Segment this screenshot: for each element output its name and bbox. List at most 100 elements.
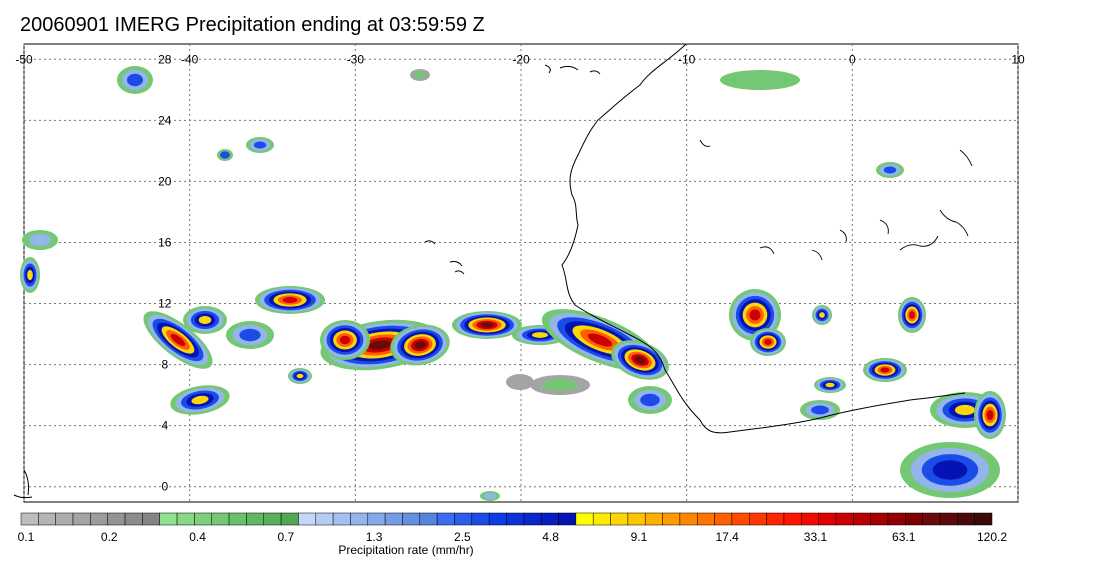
colorbar-swatch <box>853 512 871 526</box>
precip-cell <box>720 70 800 90</box>
precip-level <box>198 316 212 324</box>
colorbar-swatch <box>315 512 334 526</box>
precipitation-cells <box>20 66 1006 501</box>
coastline <box>13 43 973 499</box>
colorbar-swatch <box>228 512 247 526</box>
lat-tick-label: 8 <box>161 358 168 372</box>
precip-cell <box>898 297 926 333</box>
precip-cell <box>506 374 534 390</box>
colorbar-swatch <box>436 512 455 526</box>
colorbar-tick-label: 33.1 <box>804 530 828 544</box>
precip-cell <box>863 358 907 382</box>
lat-tick-label: 20 <box>158 174 172 188</box>
colorbar-swatch <box>801 512 819 526</box>
colorbar-swatch <box>679 512 698 526</box>
colorbar-swatch <box>627 512 646 526</box>
precip-cell <box>750 328 786 356</box>
colorbar-swatch <box>905 512 923 526</box>
colorbar-swatch <box>350 512 369 526</box>
colorbar-swatch <box>696 512 715 526</box>
colorbar-swatch <box>384 512 403 526</box>
precip-cell <box>974 391 1006 439</box>
colorbar-swatch <box>419 512 438 526</box>
colorbar-swatch <box>194 512 212 526</box>
colorbar-swatch <box>835 512 854 526</box>
colorbar-swatch <box>714 512 733 526</box>
colorbar-tick-label: 0.7 <box>277 530 294 544</box>
colorbar-swatch <box>974 512 993 526</box>
colorbar-swatch <box>72 512 91 526</box>
precip-level <box>532 332 548 338</box>
colorbar-swatch <box>55 512 74 526</box>
inland-lakes <box>424 64 601 275</box>
precip-cell <box>390 324 450 366</box>
colorbar-swatch <box>90 512 108 526</box>
colorbar-tick-label: 63.1 <box>892 530 916 544</box>
precip-level <box>296 373 304 379</box>
precip-cell <box>226 321 274 349</box>
precip-level <box>239 328 261 342</box>
lat-tick-label: 4 <box>161 419 168 433</box>
colorbar-label: Precipitation rate (mm/hr) <box>338 543 473 557</box>
precip-level <box>811 405 829 415</box>
colorbar-tick-label: 0.4 <box>189 530 206 544</box>
precip-level <box>880 367 890 373</box>
rivers <box>699 139 973 261</box>
colorbar-swatch <box>506 512 525 526</box>
colorbar-swatch <box>558 512 577 526</box>
precip-level <box>883 166 897 174</box>
precip-level <box>253 141 267 149</box>
colorbar-swatch <box>644 512 663 526</box>
colorbar-swatch <box>246 512 265 526</box>
precip-level <box>413 71 427 79</box>
precip-cell <box>255 286 325 314</box>
precip-cell <box>143 311 213 369</box>
colorbar-swatch <box>662 512 681 526</box>
colorbar-swatch <box>749 512 767 526</box>
lon-tick-label: -50 <box>15 52 33 66</box>
precip-level <box>955 404 975 416</box>
precip-cell <box>480 491 500 501</box>
colorbar-swatch <box>159 512 178 526</box>
colorbar-swatch <box>592 512 611 526</box>
precip-cell <box>246 137 274 153</box>
map-title: 20060901 IMERG Precipitation ending at 0… <box>20 14 485 36</box>
precip-level <box>191 395 209 405</box>
colorbar-swatch <box>922 512 941 526</box>
colorbar-swatch <box>263 512 282 526</box>
precip-level <box>506 374 534 390</box>
colorbar-swatch <box>107 512 126 526</box>
precip-level <box>127 73 143 87</box>
precip-cell <box>320 320 370 360</box>
precip-cell <box>900 442 1000 498</box>
colorbar-tick-label: 0.2 <box>101 530 118 544</box>
lon-tick-label: 10 <box>1011 52 1025 66</box>
lon-tick-label: 0 <box>849 52 856 66</box>
left-edge-coast <box>13 469 33 499</box>
colorbar-swatch <box>939 512 958 526</box>
colorbar-swatch <box>818 512 837 526</box>
precip-cell <box>22 230 58 250</box>
colorbar-swatch <box>731 512 750 526</box>
precip-level <box>749 309 761 321</box>
grid-lines <box>23 44 1019 502</box>
colorbar-swatch <box>280 512 299 526</box>
lat-tick-label: 0 <box>161 480 168 494</box>
colorbar-swatch <box>124 512 143 526</box>
precip-cell <box>20 257 40 293</box>
colorbar-swatch <box>471 512 490 526</box>
colorbar-tick-label: 120.2 <box>977 530 1007 544</box>
precip-level <box>541 378 579 392</box>
precip-level <box>368 340 392 350</box>
precip-level <box>819 312 825 318</box>
lon-tick-label: -40 <box>181 52 199 66</box>
precip-level <box>587 333 613 347</box>
colorbar-tick-label: 0.1 <box>18 530 35 544</box>
precip-level <box>282 297 298 303</box>
precip-cell <box>117 66 153 94</box>
precip-level <box>825 382 835 388</box>
colorbar-swatch <box>783 512 802 526</box>
precip-cell <box>217 149 233 161</box>
precip-cell <box>876 162 904 178</box>
